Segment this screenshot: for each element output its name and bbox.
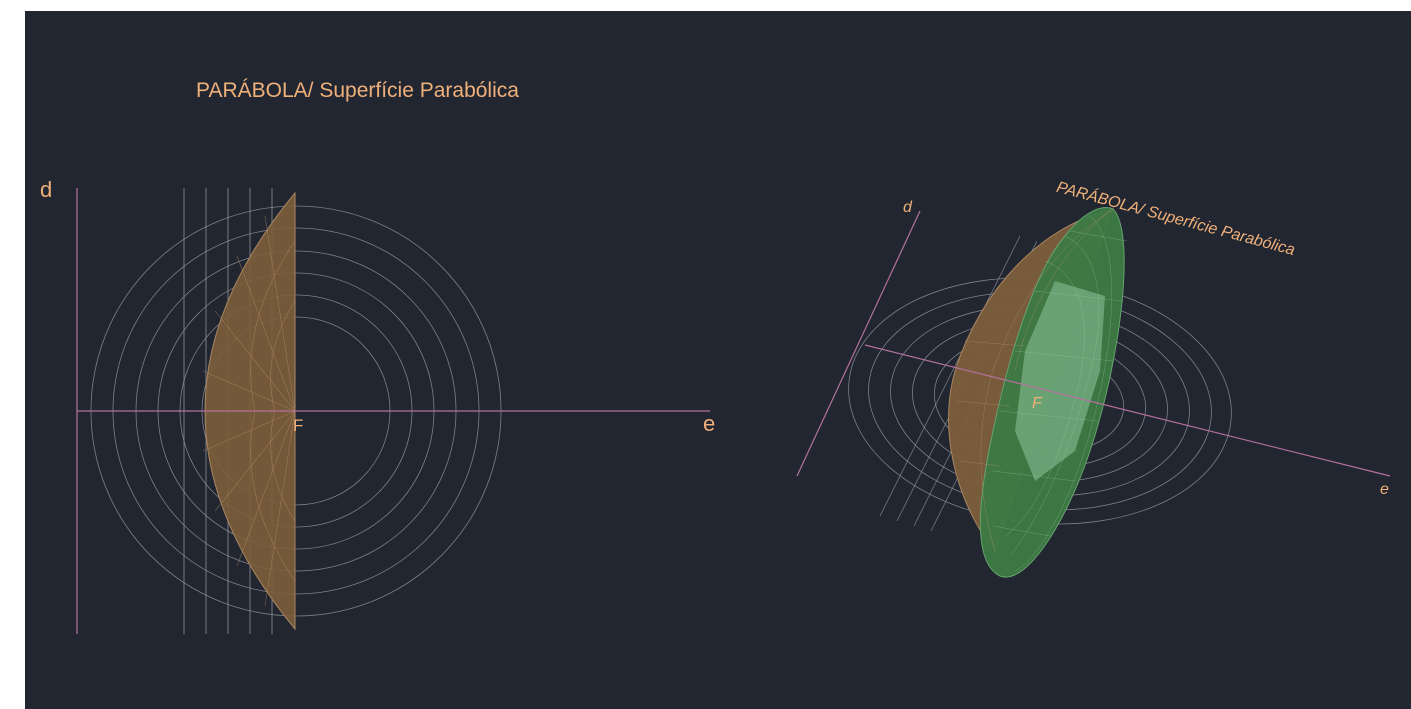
right-axis-d-label: d bbox=[903, 199, 912, 216]
right-focus-label: F bbox=[1032, 395, 1042, 412]
left-axes bbox=[76, 188, 710, 634]
left-focus-label: F bbox=[293, 416, 304, 435]
right-view bbox=[796, 207, 1391, 578]
right-directrix-d bbox=[796, 210, 921, 477]
left-title: PARÁBOLA/ Superfície Parabólica bbox=[196, 79, 519, 102]
left-axis-e-label: e bbox=[703, 411, 716, 436]
right-axes bbox=[796, 210, 1391, 477]
right-symmetry-axis-e bbox=[864, 344, 1391, 477]
right-outer-mesh bbox=[956, 208, 1114, 552]
left-view bbox=[76, 188, 710, 634]
right-inner-highlight bbox=[1015, 281, 1105, 481]
left-axis-d-label: d bbox=[40, 177, 53, 202]
drawing-svg bbox=[76, 188, 1391, 634]
drawing-canvas: PARÁBOLA/ Superfície Parabólica d e F PA… bbox=[25, 11, 1411, 709]
right-axis-e-label: e bbox=[1380, 481, 1389, 498]
